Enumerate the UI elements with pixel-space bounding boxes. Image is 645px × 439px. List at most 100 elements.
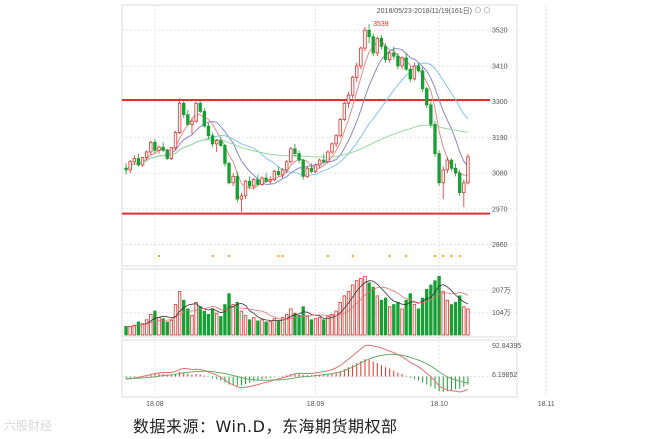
candle-body bbox=[219, 140, 223, 146]
candle bbox=[346, 91, 351, 109]
candle-body bbox=[194, 102, 198, 122]
date-tick-label: 18.09 bbox=[307, 401, 325, 408]
candle-body bbox=[429, 104, 433, 125]
candle-body bbox=[285, 161, 289, 171]
price-tick-label: 3080 bbox=[492, 171, 508, 178]
candle-body bbox=[416, 65, 421, 72]
volume-bar bbox=[202, 310, 206, 336]
candle bbox=[322, 153, 326, 164]
event-marker bbox=[351, 254, 354, 258]
volume-bar bbox=[412, 304, 417, 336]
candle-body bbox=[252, 179, 256, 187]
candle bbox=[309, 163, 314, 174]
candle-body bbox=[268, 179, 272, 182]
volume-tick-label: 207万 bbox=[492, 287, 511, 295]
candle-body bbox=[256, 179, 260, 185]
macd-tick-label: 6.19852 bbox=[492, 372, 517, 379]
watermark-text: 六股财经 bbox=[4, 419, 53, 433]
candle-body bbox=[305, 167, 309, 177]
candle-body bbox=[260, 177, 264, 185]
candle-body bbox=[326, 151, 330, 163]
volume-bar bbox=[297, 315, 301, 336]
candle bbox=[433, 121, 437, 157]
candle bbox=[149, 140, 153, 156]
candle bbox=[359, 46, 363, 70]
candle-body bbox=[338, 119, 342, 137]
candle-body bbox=[301, 159, 305, 177]
price-tick-label: 3300 bbox=[492, 99, 508, 106]
candle-body bbox=[342, 102, 347, 120]
volume-bar bbox=[350, 284, 355, 336]
volume-bar bbox=[219, 316, 223, 336]
volume-bar bbox=[190, 315, 194, 336]
volume-bar bbox=[346, 291, 351, 336]
ma60-line bbox=[125, 124, 468, 171]
candle-body bbox=[243, 180, 248, 197]
price-tick-label: 2860 bbox=[492, 242, 508, 249]
candle bbox=[136, 153, 141, 167]
candle bbox=[202, 108, 206, 128]
candle bbox=[128, 160, 132, 174]
candle-body bbox=[161, 146, 165, 151]
candle bbox=[280, 168, 285, 178]
volume-bar bbox=[408, 293, 412, 336]
axis-labels: 3520 3410 3300 3190 3080 2970 2860 18.08 18.09 18… bbox=[146, 28, 555, 408]
candle-body bbox=[153, 141, 157, 151]
volume-bar bbox=[458, 295, 462, 336]
candle bbox=[186, 109, 190, 127]
volume-bar bbox=[367, 282, 371, 336]
candle bbox=[416, 62, 421, 73]
candle-body bbox=[264, 177, 268, 182]
candle-body bbox=[132, 158, 136, 163]
volume-bar bbox=[198, 306, 202, 336]
candle-body bbox=[404, 57, 408, 70]
candle bbox=[338, 117, 342, 138]
volume-bar bbox=[272, 318, 277, 336]
volume-bar bbox=[453, 302, 458, 336]
candle-body bbox=[190, 120, 194, 125]
candle-body bbox=[231, 175, 235, 184]
volume-bar bbox=[268, 321, 272, 336]
event-marker bbox=[405, 254, 408, 258]
candle bbox=[177, 98, 182, 135]
date-range-label: 2018/05/23-2018/11/19(161日) bbox=[377, 7, 472, 15]
price-tick-label: 2970 bbox=[492, 206, 508, 213]
candle bbox=[243, 179, 248, 200]
candle bbox=[350, 75, 355, 99]
candle bbox=[453, 163, 458, 177]
volume-bar bbox=[445, 299, 450, 336]
candle bbox=[445, 156, 450, 174]
candle bbox=[153, 139, 157, 154]
event-marker bbox=[433, 254, 437, 258]
zoom-in-icon[interactable] bbox=[474, 6, 482, 14]
candle bbox=[124, 163, 128, 175]
candle-body bbox=[396, 55, 400, 67]
candle-body bbox=[297, 153, 301, 161]
volume-bar bbox=[338, 302, 342, 336]
candle-body bbox=[272, 171, 277, 180]
candle bbox=[289, 147, 293, 164]
candle-body bbox=[437, 153, 441, 184]
volume-bar bbox=[309, 319, 314, 336]
volume-bar bbox=[165, 321, 169, 336]
candle-body bbox=[441, 169, 445, 184]
zoom-out-icon[interactable] bbox=[483, 6, 491, 14]
candle bbox=[383, 43, 388, 63]
candle bbox=[400, 56, 404, 70]
candle bbox=[408, 65, 412, 83]
candle bbox=[235, 171, 239, 203]
candle-body bbox=[173, 132, 178, 149]
candle bbox=[334, 134, 338, 148]
volume-bar bbox=[289, 308, 293, 336]
volume-bars bbox=[124, 275, 470, 336]
candle-body bbox=[383, 46, 388, 60]
candle-body bbox=[412, 65, 417, 80]
candle-body bbox=[182, 102, 186, 116]
event-marker bbox=[450, 254, 453, 258]
candle-body bbox=[186, 114, 190, 125]
candle bbox=[268, 176, 272, 185]
candle-body bbox=[215, 140, 219, 145]
candle-body bbox=[202, 111, 206, 127]
volume-bar bbox=[404, 299, 408, 336]
candlesticks bbox=[124, 24, 470, 213]
